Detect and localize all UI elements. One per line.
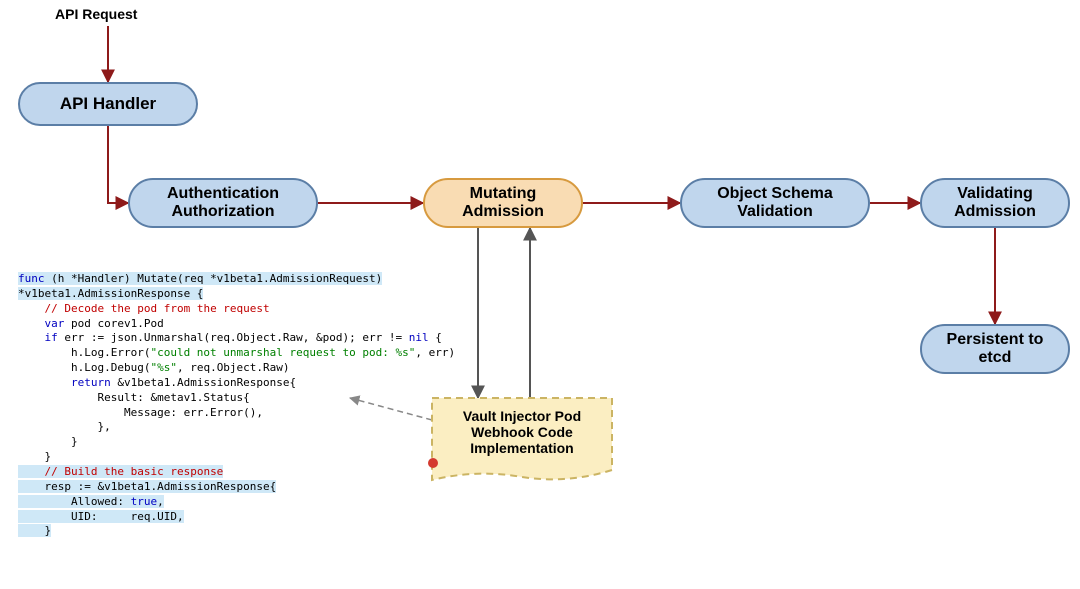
node-validating-admission-text: ValidatingAdmission [954,185,1036,221]
node-api-handler: API Handler [18,82,198,126]
note-vault-injector: Vault Injector PodWebhook CodeImplementa… [432,398,612,480]
node-object-schema-validation-text: Object SchemaValidation [717,185,833,221]
note-vault-injector-text: Vault Injector PodWebhook CodeImplementa… [432,398,612,472]
node-persistent-to-etcd: Persistent toetcd [920,324,1070,374]
breakpoint-icon [428,458,438,468]
code-snippet: func (h *Handler) Mutate(req *v1beta1.Ad… [18,272,420,572]
node-validating-admission: ValidatingAdmission [920,178,1070,228]
node-object-schema-validation: Object SchemaValidation [680,178,870,228]
node-authn-authz-text: AuthenticationAuthorization [167,185,279,221]
node-persistent-to-etcd-text: Persistent toetcd [947,331,1044,367]
node-api-handler-text: API Handler [60,94,156,114]
arrow-handler-to-auth [108,126,128,203]
diagram-stage: { "canvas": { "width": 1080, "height": 5… [0,0,1080,589]
node-mutating-admission: MutatingAdmission [423,178,583,228]
api-request-label: API Request [55,6,137,22]
node-mutating-admission-text: MutatingAdmission [462,185,544,221]
node-authn-authz: AuthenticationAuthorization [128,178,318,228]
